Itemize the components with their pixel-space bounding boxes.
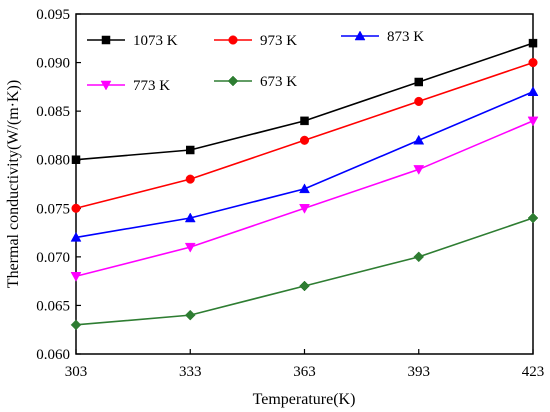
legend-item: 773 K [87, 78, 170, 94]
data-point [414, 96, 424, 106]
data-point [528, 38, 538, 48]
data-point [184, 212, 196, 223]
series-line [75, 217, 534, 326]
data-point [413, 251, 425, 263]
data-point [70, 319, 82, 331]
y-tick-label: 0.085 [36, 104, 70, 120]
data-point [184, 242, 196, 253]
data-point [71, 155, 81, 164]
x-tick-label: 423 [522, 364, 545, 380]
x-axis-label: Temperature(K) [253, 391, 356, 408]
y-tick-label: 0.060 [36, 347, 70, 363]
legend-label: 1073 K [133, 33, 178, 49]
data-point [527, 212, 539, 224]
legend-label: 673 K [260, 74, 297, 90]
legend: 1073 K 973 K 873 K 773 K 673 K [87, 29, 424, 94]
series-line [75, 90, 534, 239]
legend-marker [227, 75, 239, 87]
axis-ticks: 303 333 363 393 423 0.060 0.065 0.070 0.075 0.080… [36, 7, 544, 380]
data-point [71, 203, 81, 213]
y-tick-label: 0.075 [36, 201, 70, 217]
data-point [70, 231, 82, 242]
series-layer [70, 38, 539, 331]
data-point [413, 134, 425, 145]
x-tick-label: 393 [408, 364, 431, 380]
data-point [413, 165, 425, 175]
x-tick-label: 333 [179, 364, 202, 380]
y-tick-label: 0.065 [36, 298, 70, 314]
series-673k [70, 212, 539, 331]
legend-label: 773 K [133, 78, 170, 94]
x-tick-label: 303 [65, 364, 88, 380]
legend-label: 873 K [387, 29, 424, 45]
y-axis-label: Thermal conductivity(W/(m·K)) [5, 80, 22, 288]
data-point [70, 272, 82, 282]
data-point [527, 86, 539, 96]
y-tick-label: 0.095 [36, 7, 70, 23]
legend-item: 973 K [214, 33, 297, 49]
data-point [184, 309, 196, 321]
data-point [299, 183, 310, 194]
x-tick-label: 363 [293, 364, 316, 380]
data-point [185, 174, 195, 184]
data-point [528, 58, 538, 68]
y-tick-label: 0.080 [36, 153, 70, 169]
legend-label: 973 K [260, 33, 297, 49]
legend-marker [228, 35, 238, 45]
legend-item: 873 K [341, 29, 424, 45]
data-point [299, 135, 310, 145]
data-point [299, 204, 310, 214]
y-tick-label: 0.090 [36, 56, 70, 72]
data-point [300, 116, 309, 126]
legend-marker [101, 35, 111, 45]
data-point [299, 280, 310, 292]
y-tick-label: 0.070 [36, 250, 70, 266]
series-1073k [71, 38, 538, 164]
legend-item: 673 K [214, 74, 297, 90]
series-873k [70, 86, 539, 242]
data-point [527, 116, 539, 127]
legend-item: 1073 K [87, 33, 178, 49]
data-point [186, 145, 195, 155]
series-973k [71, 58, 538, 213]
series-773k [70, 116, 539, 282]
legend-marker [354, 30, 366, 41]
data-point [414, 77, 423, 87]
legend-marker [100, 80, 112, 91]
